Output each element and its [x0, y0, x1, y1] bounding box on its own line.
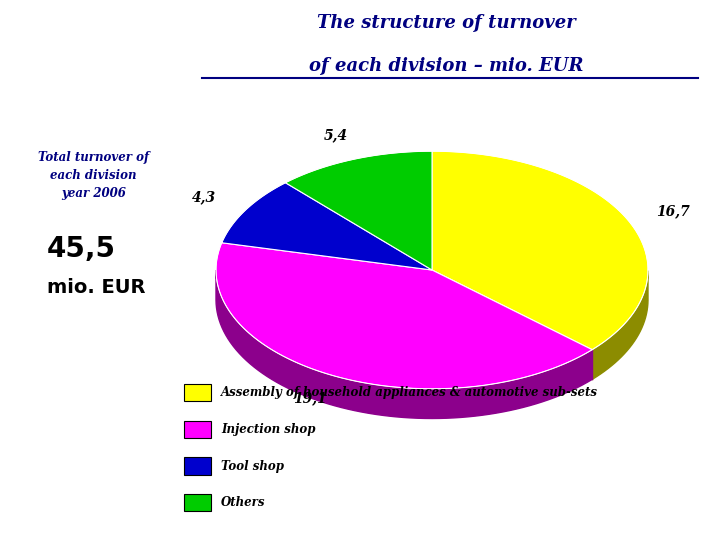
Text: mio. EUR: mio. EUR	[47, 278, 145, 297]
Polygon shape	[592, 271, 648, 380]
Text: 4,3: 4,3	[192, 190, 217, 204]
Text: 16,7: 16,7	[656, 204, 690, 218]
Polygon shape	[285, 151, 432, 270]
Text: The structure of turnover: The structure of turnover	[317, 14, 576, 31]
FancyBboxPatch shape	[184, 421, 211, 438]
Text: of each division – mio. EUR: of each division – mio. EUR	[309, 57, 584, 75]
Text: Total turnover of
each division
year 2006: Total turnover of each division year 200…	[38, 151, 149, 200]
Polygon shape	[222, 183, 432, 270]
Polygon shape	[432, 151, 648, 350]
FancyBboxPatch shape	[184, 384, 211, 401]
Text: 45,5: 45,5	[47, 235, 116, 263]
Text: 19,1: 19,1	[292, 392, 326, 406]
Text: Injection shop: Injection shop	[221, 423, 315, 436]
Text: Tool shop: Tool shop	[221, 460, 284, 472]
Text: Others: Others	[221, 496, 266, 509]
FancyBboxPatch shape	[184, 457, 211, 475]
Polygon shape	[216, 243, 592, 389]
FancyBboxPatch shape	[184, 494, 211, 511]
Polygon shape	[216, 271, 592, 418]
Text: 5,4: 5,4	[324, 128, 348, 142]
Text: Assembly of household appliances & automotive sub-sets: Assembly of household appliances & autom…	[221, 386, 598, 399]
